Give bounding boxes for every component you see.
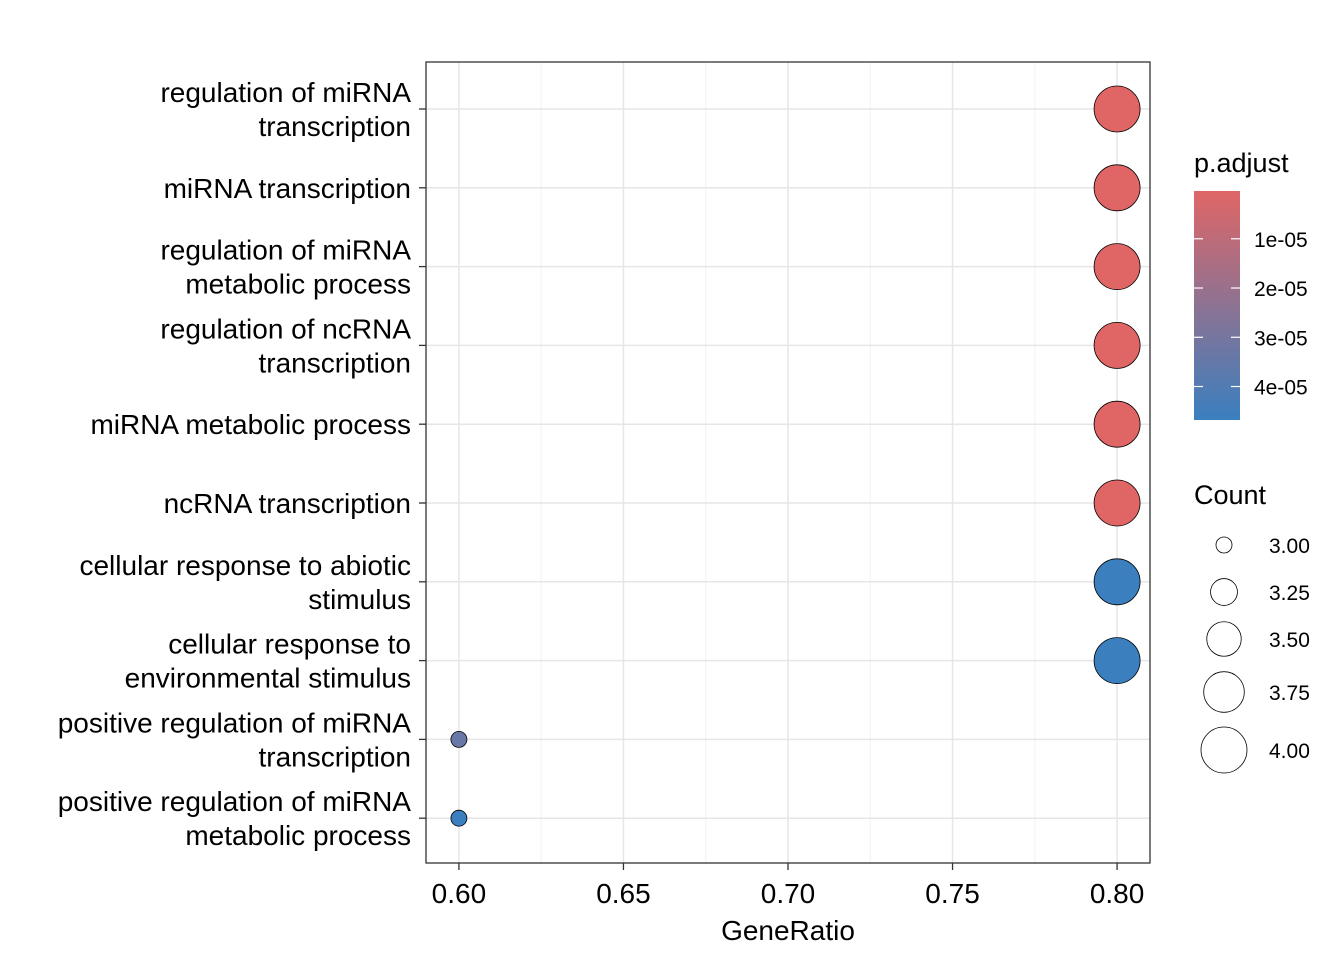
size-legend-items: 3.00 3.25 3.50 3.75 4.00 <box>1200 535 1310 774</box>
data-point <box>1093 558 1141 606</box>
category-label: miRNA metabolic process <box>90 409 411 440</box>
size-legend-label: 4.00 <box>1269 740 1310 763</box>
category-label: regulation of ncRNA transcription <box>160 313 411 378</box>
size-legend-label: 3.75 <box>1269 682 1310 705</box>
data-point <box>1093 321 1141 369</box>
data-point <box>1093 85 1141 133</box>
color-legend: p.adjust 1e-05 2e-05 3e-05 4e-05 <box>1194 148 1308 420</box>
size-legend-circle <box>1206 621 1242 657</box>
color-tick-label: 1e-05 <box>1254 229 1308 252</box>
x-tick-label: 0.70 <box>761 878 816 909</box>
size-legend-circle <box>1203 671 1245 713</box>
color-legend-ticks: 1e-05 2e-05 3e-05 4e-05 <box>1194 229 1308 400</box>
points-layer <box>450 85 1141 827</box>
category-label: cellular response to abiotic stimulus <box>79 550 411 615</box>
size-legend-label: 3.50 <box>1269 629 1310 652</box>
color-legend-title: p.adjust <box>1194 148 1289 178</box>
category-label: positive regulation of miRNA metabolic pr… <box>58 786 412 851</box>
category-label: positive regulation of miRNA transcriptio… <box>58 707 412 772</box>
size-legend-label: 3.25 <box>1269 582 1310 605</box>
color-tick-label: 3e-05 <box>1254 327 1308 350</box>
category-label: cellular response to environmental stimul… <box>125 629 411 694</box>
category-label: regulation of miRNA metabolic process <box>160 235 411 300</box>
data-point <box>1093 479 1141 527</box>
data-point <box>1093 164 1141 212</box>
data-point <box>1093 400 1141 448</box>
size-legend-title: Count <box>1194 480 1267 510</box>
color-tick-label: 4e-05 <box>1254 377 1308 400</box>
x-axis-title: GeneRatio <box>721 915 855 946</box>
size-legend-circle <box>1215 536 1233 554</box>
x-tick-label: 0.75 <box>925 878 980 909</box>
data-point <box>450 809 468 827</box>
color-bar <box>1194 191 1240 420</box>
grid-layer <box>426 62 1150 863</box>
x-tick-label: 0.65 <box>596 878 651 909</box>
size-legend-circle <box>1200 726 1248 774</box>
size-legend-label: 3.00 <box>1269 535 1310 558</box>
color-tick-label: 2e-05 <box>1254 278 1308 301</box>
x-axis: 0.60 0.65 0.70 0.75 0.80 <box>432 863 1145 909</box>
data-point <box>1093 637 1141 684</box>
x-tick-label: 0.60 <box>432 878 487 909</box>
y-axis: regulation of miRNA transcription miRNA tr… <box>58 77 426 851</box>
category-label: miRNA transcription <box>164 173 411 204</box>
data-point <box>450 731 468 748</box>
category-label: ncRNA transcription <box>164 488 411 519</box>
data-point <box>1093 243 1141 291</box>
category-label: regulation of miRNA transcription <box>160 77 411 142</box>
x-tick-label: 0.80 <box>1090 878 1145 909</box>
size-legend-circle <box>1210 578 1238 606</box>
size-legend: Count 3.00 3.25 3.50 3.75 4.00 <box>1194 480 1310 774</box>
